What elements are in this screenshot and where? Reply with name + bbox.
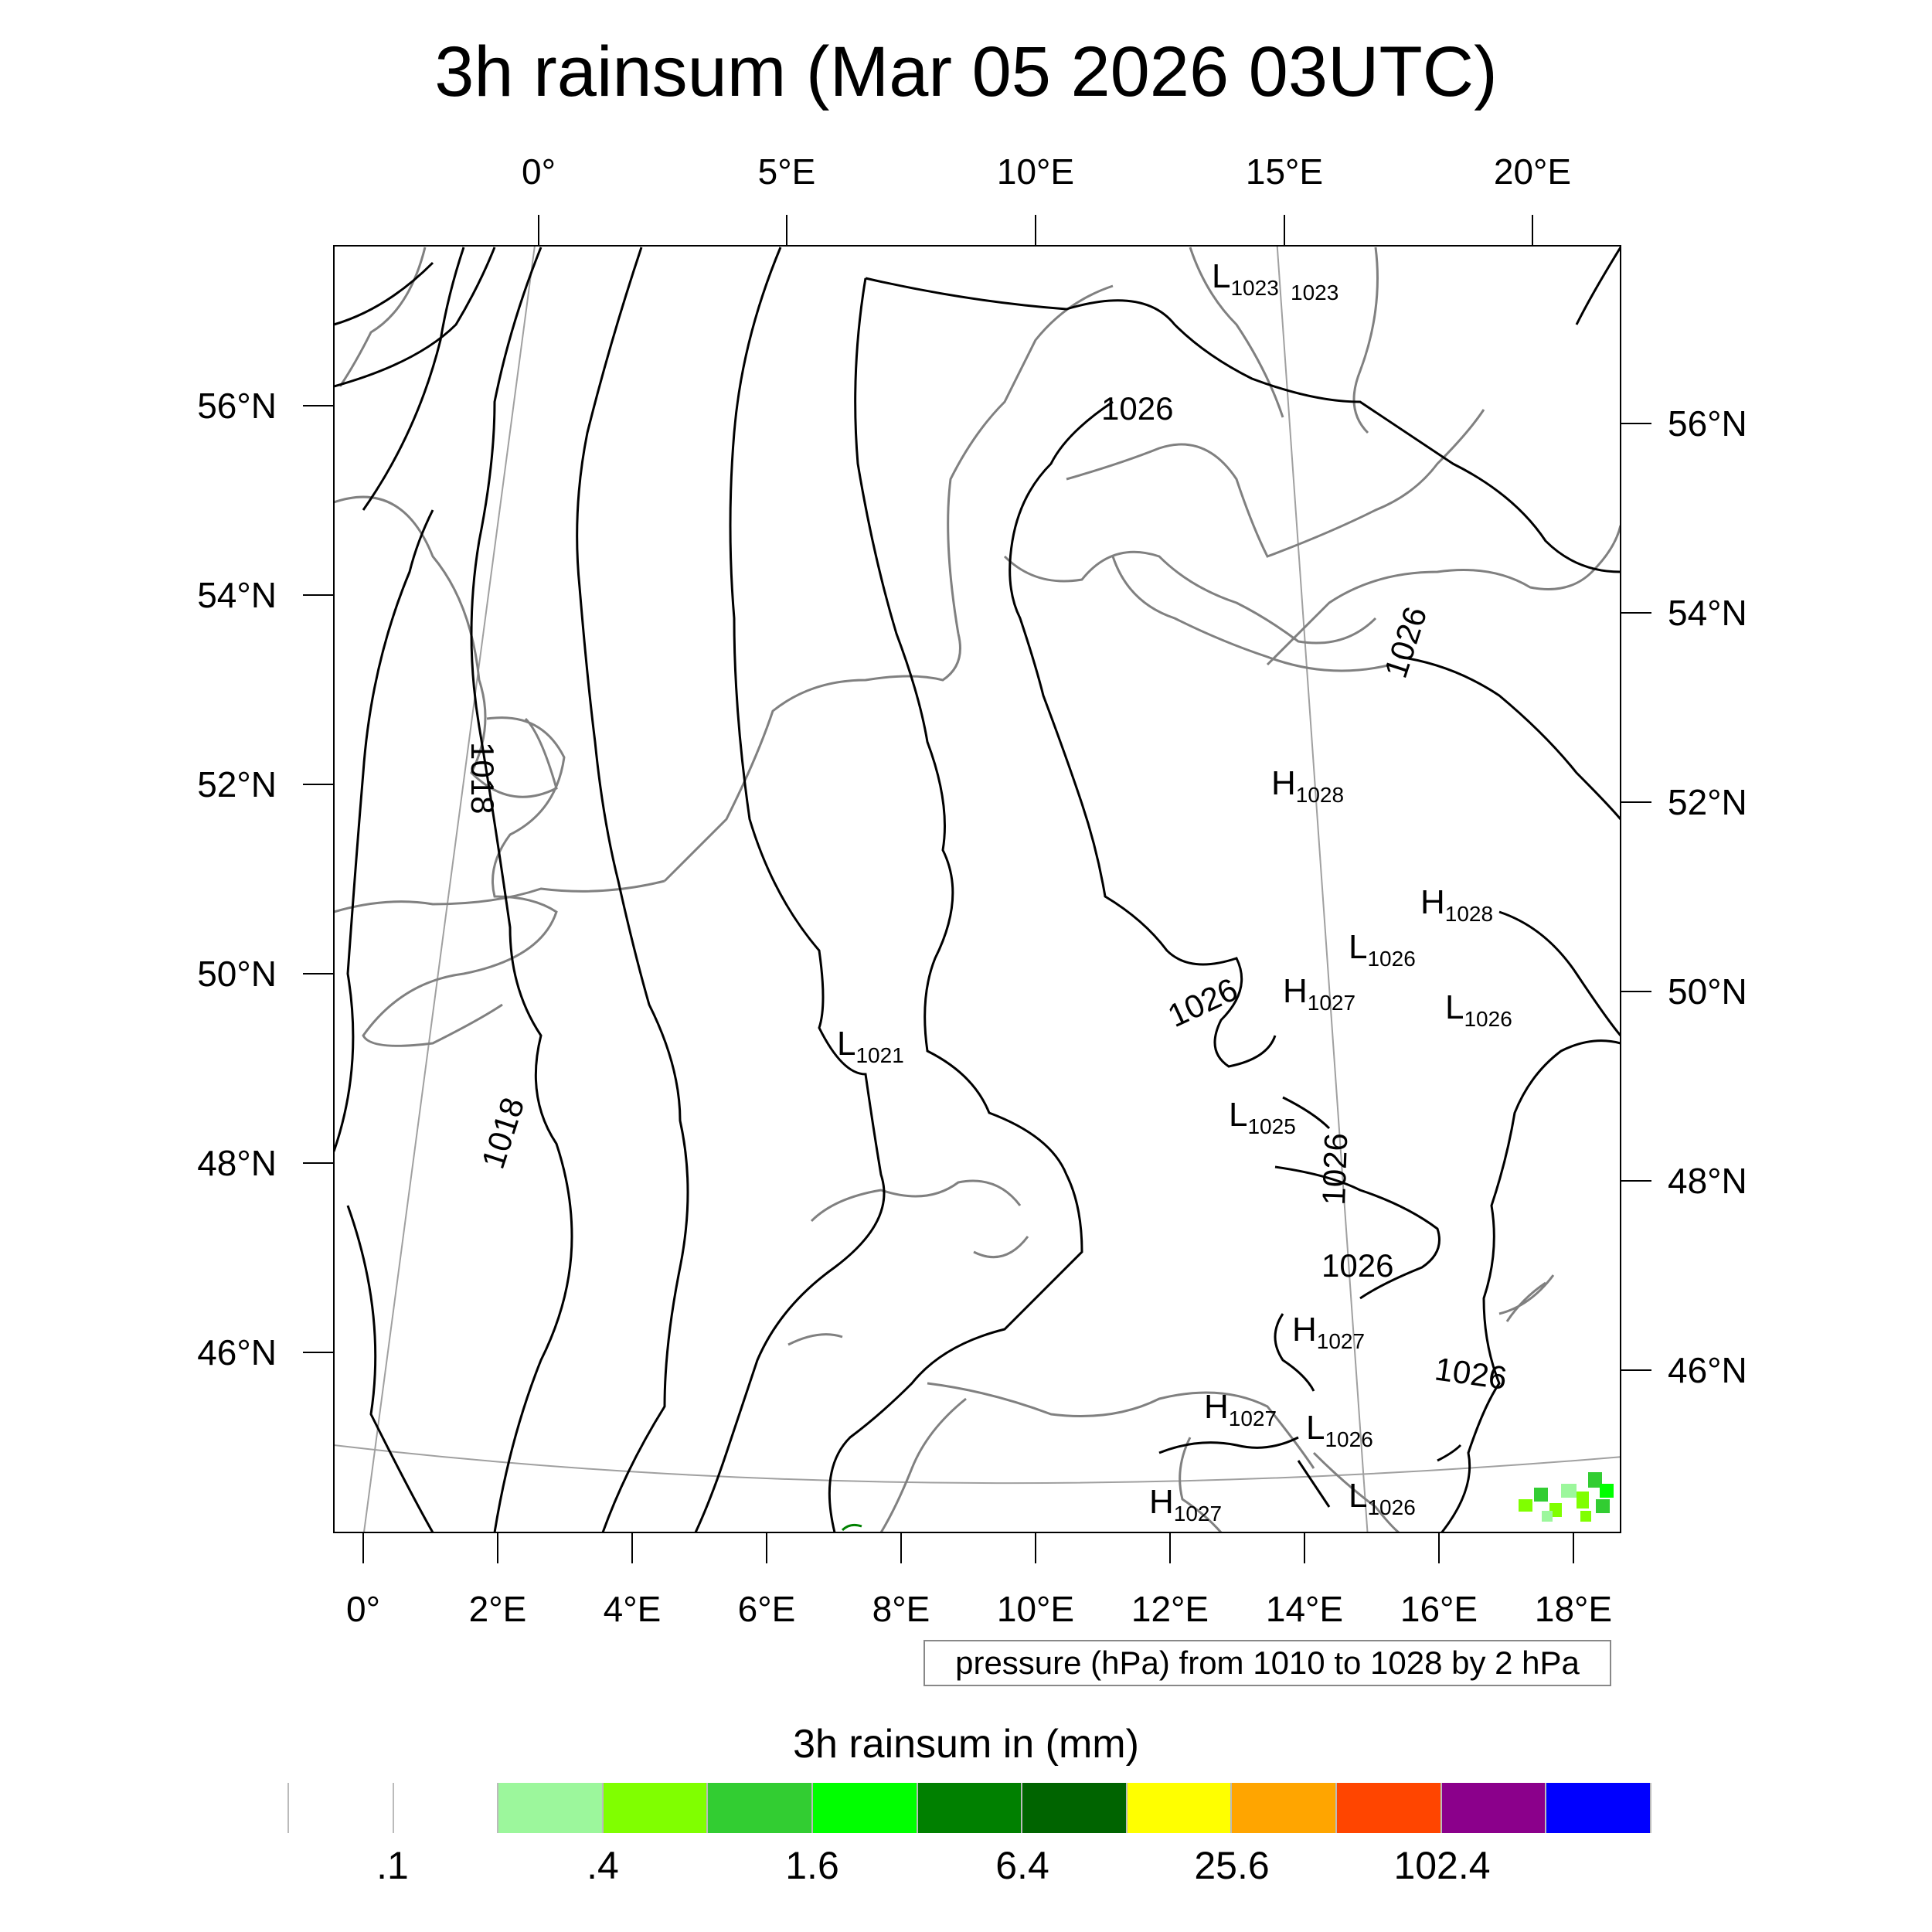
right-lat-label: 52°N <box>1668 782 1747 822</box>
colorbar-box <box>1232 1783 1338 1833</box>
isobar-label: 1026 <box>1315 1132 1354 1206</box>
colorbar-box <box>708 1783 814 1833</box>
colorbar-title: 3h rainsum in (mm) <box>793 1722 1139 1767</box>
colorbar-label: 6.4 <box>995 1844 1049 1887</box>
colorbar-labels: .1 .4 1.6 6.4 25.6 102.4 <box>0 1843 1932 1897</box>
bottom-lon-label: 4°E <box>604 1589 662 1629</box>
bottom-lon-label: 2°E <box>469 1589 527 1629</box>
colorbar-label: 102.4 <box>1393 1844 1491 1887</box>
pressure-center: H1027 <box>1204 1388 1277 1430</box>
colorbar-label: 25.6 <box>1194 1844 1270 1887</box>
bottom-lon-label: 12°E <box>1131 1589 1209 1629</box>
map-title: 3h rainsum (Mar 05 2026 03UTC) <box>434 32 1498 111</box>
top-lon-label: 0° <box>522 151 556 192</box>
isobar-label: 1018 <box>474 1093 532 1172</box>
bottom-lon-label: 0° <box>346 1589 380 1629</box>
isobars <box>334 247 1621 1532</box>
left-lat-labels: 56°N 54°N 52°N 50°N 48°N 46°N <box>197 386 277 1372</box>
left-lat-label: 52°N <box>197 764 277 804</box>
pressure-center: L1026 <box>1349 1477 1416 1519</box>
isobar-label: 1018 <box>464 742 501 814</box>
isobar-label: 1026 <box>1101 390 1173 427</box>
pressure-centers: L1023 H1028 H1028 L1026 L1026 H1027 L102… <box>837 257 1512 1526</box>
left-lat-label: 50°N <box>197 954 277 994</box>
bottom-lon-label: 16°E <box>1400 1589 1478 1629</box>
colorbar <box>287 1783 1651 1833</box>
top-lon-labels: 0° 5°E 10°E 15°E 20°E <box>522 151 1571 192</box>
graticule <box>334 246 1621 1532</box>
bottom-lon-labels: 0° 2°E 4°E 6°E 8°E 10°E 12°E 14°E 16°E 1… <box>346 1589 1612 1629</box>
coastlines <box>334 247 1621 1532</box>
isobar-label: 1026 <box>1377 602 1434 682</box>
top-lon-label: 20°E <box>1494 151 1571 192</box>
pressure-center: L1026 <box>1306 1409 1373 1451</box>
pressure-center: H1027 <box>1292 1311 1365 1353</box>
pressure-center: H1027 <box>1149 1483 1222 1526</box>
bottom-lon-label: 10°E <box>997 1589 1074 1629</box>
right-lat-label: 50°N <box>1668 971 1747 1012</box>
bottom-lon-label: 6°E <box>738 1589 796 1629</box>
pressure-center: L1025 <box>1229 1096 1296 1138</box>
colorbar-box <box>1441 1783 1547 1833</box>
isobar-label: 1026 <box>1162 971 1243 1034</box>
top-lon-label: 5°E <box>758 151 816 192</box>
isobar-label: 1026 <box>1433 1350 1509 1396</box>
colorbar-box <box>498 1783 604 1833</box>
colorbar-box <box>603 1783 709 1833</box>
colorbar-box <box>1127 1783 1233 1833</box>
left-lat-label: 46°N <box>197 1332 277 1372</box>
bottom-lon-label: 18°E <box>1535 1589 1612 1629</box>
pressure-contour-note: pressure (hPa) from 1010 to 1028 by 2 hP… <box>923 1640 1611 1686</box>
left-lat-label: 54°N <box>197 575 277 615</box>
tick-marks <box>303 215 1651 1563</box>
right-lat-label: 56°N <box>1668 403 1747 444</box>
left-lat-label: 56°N <box>197 386 277 426</box>
precipitation <box>841 1472 1614 1532</box>
map-frame <box>333 245 1621 1533</box>
pressure-center: L1026 <box>1445 988 1512 1031</box>
colorbar-box <box>1546 1783 1651 1833</box>
colorbar-box <box>1022 1783 1128 1833</box>
isobar-label: 1023 <box>1291 281 1338 304</box>
isobar-labels: 1018 1018 1026 1026 1026 1026 1026 1026 … <box>464 281 1509 1396</box>
right-lat-label: 48°N <box>1668 1161 1747 1201</box>
colorbar-box <box>1337 1783 1442 1833</box>
colorbar-label: .4 <box>587 1844 619 1887</box>
top-lon-label: 15°E <box>1246 151 1323 192</box>
colorbar-box <box>917 1783 1023 1833</box>
colorbar-box <box>287 1783 394 1833</box>
pressure-center: L1026 <box>1349 928 1416 971</box>
top-lon-label: 10°E <box>997 151 1074 192</box>
pressure-center: H1028 <box>1420 883 1493 926</box>
colorbar-label: 1.6 <box>785 1844 839 1887</box>
left-lat-label: 48°N <box>197 1143 277 1183</box>
colorbar-box <box>813 1783 918 1833</box>
pressure-center: H1028 <box>1271 764 1344 807</box>
right-lat-labels: 56°N 54°N 52°N 50°N 48°N 46°N <box>1668 403 1747 1390</box>
pressure-center: H1027 <box>1283 972 1355 1015</box>
map-content: 1018 1018 1026 1026 1026 1026 1026 1026 … <box>334 246 1621 1532</box>
colorbar-label: .1 <box>376 1844 409 1887</box>
pressure-center: L1023 <box>1212 257 1279 300</box>
colorbar-box <box>393 1783 499 1833</box>
right-lat-label: 46°N <box>1668 1350 1747 1390</box>
bottom-lon-label: 8°E <box>872 1589 930 1629</box>
pressure-center: L1021 <box>837 1025 904 1067</box>
right-lat-label: 54°N <box>1668 593 1747 633</box>
bottom-lon-label: 14°E <box>1266 1589 1343 1629</box>
isobar-label: 1026 <box>1321 1247 1393 1284</box>
